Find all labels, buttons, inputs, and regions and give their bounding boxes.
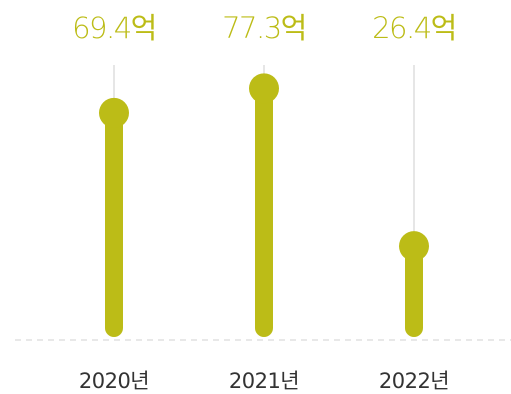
value-label-0: 69.4억 [72, 11, 156, 45]
category-label-2: 2022년 [379, 369, 449, 393]
category-label-1: 2021년 [229, 369, 299, 393]
category-label-0: 2020년 [79, 369, 149, 393]
bar-dot-2 [399, 231, 429, 262]
value-label-2: 26.4억 [372, 11, 456, 45]
bar-dot-1 [249, 73, 279, 104]
value-label-1: 77.3억 [222, 11, 306, 45]
bar-dot-0 [99, 97, 129, 128]
